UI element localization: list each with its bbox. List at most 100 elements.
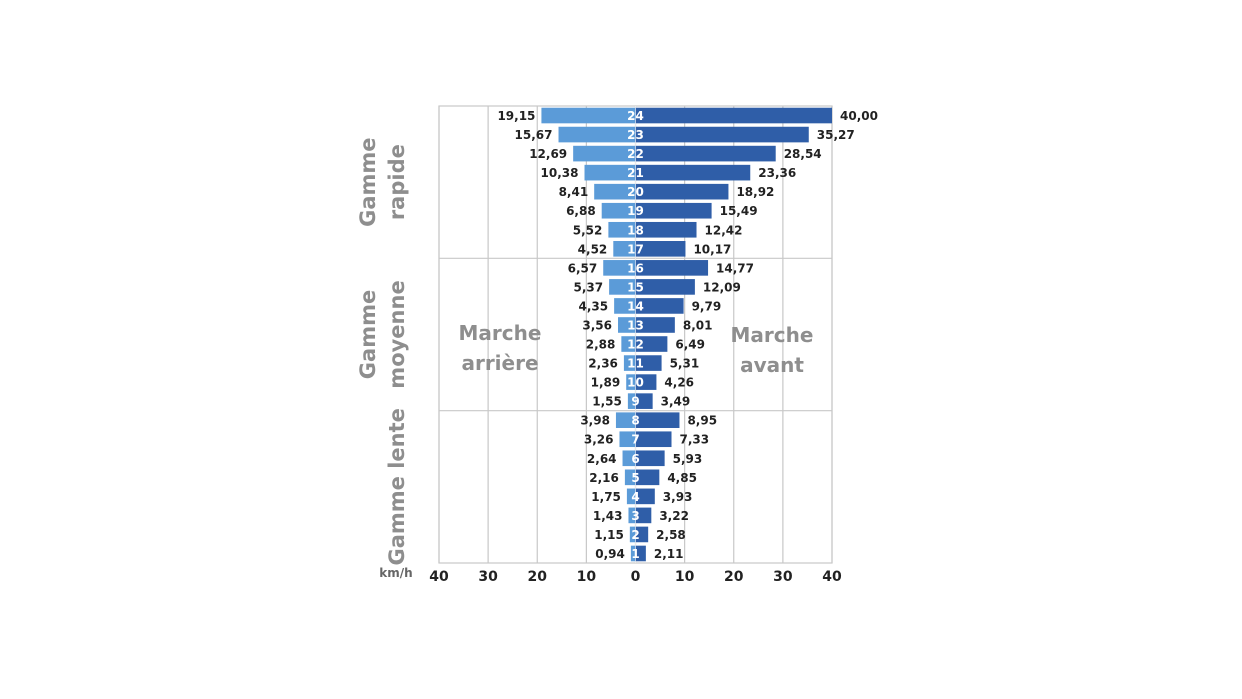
bar-forward	[635, 355, 662, 371]
bar-reverse	[594, 183, 636, 200]
value-label-reverse: 15,67	[515, 128, 553, 142]
value-label-forward: 23,36	[758, 166, 796, 180]
value-label-forward: 6,49	[675, 338, 705, 352]
bar-forward	[635, 202, 712, 219]
bar-reverse	[608, 221, 636, 238]
group-label-line1: Gamme	[356, 137, 380, 226]
value-label-reverse: 4,35	[579, 299, 609, 313]
bar-reverse	[603, 260, 636, 276]
direction-label-forward-1: Marche	[731, 323, 814, 347]
bar-reverse	[626, 488, 636, 505]
bar-reverse	[618, 317, 636, 333]
bar-forward	[635, 488, 655, 505]
value-label-reverse: 6,57	[568, 261, 598, 275]
group-label-line2: rapide	[385, 144, 409, 220]
value-label-reverse: 2,64	[587, 452, 617, 466]
value-label-reverse: 5,52	[573, 223, 603, 237]
value-label-forward: 8,95	[687, 414, 717, 428]
bar-reverse	[614, 298, 636, 314]
bar-reverse	[584, 164, 636, 181]
value-label-forward: 5,31	[670, 357, 700, 371]
x-tick-label: 0	[631, 569, 641, 585]
bar-forward	[635, 260, 709, 276]
x-tick-label: 40	[822, 569, 842, 585]
value-label-reverse: 3,56	[582, 318, 612, 332]
value-label-forward: 3,49	[661, 395, 691, 409]
unit-label: km/h	[379, 566, 412, 580]
bar-forward	[635, 279, 695, 295]
direction-label-forward-2: avant	[740, 353, 804, 377]
bar-reverse	[541, 107, 636, 124]
value-label-forward: 35,27	[817, 128, 855, 142]
bar-reverse	[615, 412, 636, 428]
value-label-reverse: 5,37	[574, 280, 604, 294]
bar-forward	[635, 126, 809, 143]
bar-forward	[635, 450, 665, 467]
bar-forward	[635, 221, 697, 238]
value-label-forward: 7,33	[680, 433, 710, 447]
group-label-line2: moyenne	[385, 280, 409, 388]
x-tick-label: 40	[429, 569, 449, 585]
value-label-reverse: 1,15	[594, 528, 624, 542]
bar-forward	[635, 545, 646, 562]
bar-forward	[635, 412, 680, 428]
bar-reverse	[628, 507, 636, 524]
value-label-reverse: 1,89	[591, 376, 621, 390]
value-label-reverse: 12,69	[529, 147, 567, 161]
x-tick-label: 30	[478, 569, 498, 585]
value-label-reverse: 1,43	[593, 509, 623, 523]
bar-reverse	[627, 393, 636, 409]
value-label-forward: 18,92	[736, 185, 774, 199]
bar-reverse	[613, 241, 636, 257]
bar-forward	[635, 145, 776, 162]
value-label-forward: 12,09	[703, 280, 741, 294]
x-tick-label: 30	[773, 569, 793, 585]
value-label-reverse: 10,38	[541, 166, 579, 180]
value-label-forward: 2,11	[654, 547, 684, 561]
value-label-reverse: 3,98	[580, 414, 610, 428]
bar-reverse	[629, 526, 636, 543]
bar-reverse	[622, 450, 636, 467]
value-label-forward: 10,17	[693, 242, 731, 256]
x-tick-label: 10	[577, 569, 597, 585]
value-label-reverse: 1,75	[591, 490, 621, 504]
bar-forward	[635, 374, 657, 390]
direction-label-reverse-1: Marche	[459, 321, 542, 345]
value-label-forward: 12,42	[705, 223, 743, 237]
bar-forward	[635, 507, 652, 524]
group-label-line1: Gamme	[356, 290, 380, 379]
value-label-reverse: 2,36	[588, 357, 618, 371]
value-label-forward: 3,22	[659, 509, 689, 523]
bar-forward	[635, 164, 751, 181]
bar-reverse	[619, 431, 636, 448]
value-label-reverse: 2,88	[586, 338, 616, 352]
value-label-reverse: 8,41	[559, 185, 589, 199]
bar-reverse	[609, 279, 636, 295]
value-label-forward: 3,93	[663, 490, 693, 504]
value-label-forward: 5,93	[673, 452, 703, 466]
bar-forward	[635, 393, 653, 409]
group-label: Gamme lente	[385, 408, 409, 565]
value-label-reverse: 1,55	[592, 395, 622, 409]
bar-forward	[635, 298, 684, 314]
value-label-forward: 14,77	[716, 261, 754, 275]
bar-forward	[635, 336, 668, 352]
value-label-forward: 2,58	[656, 528, 686, 542]
bar-reverse	[601, 202, 636, 219]
bar-forward	[635, 526, 649, 543]
x-tick-label: 20	[528, 569, 548, 585]
bar-forward	[635, 317, 675, 333]
value-label-reverse: 19,15	[497, 109, 535, 123]
bar-forward	[635, 431, 672, 448]
x-tick-label: 10	[675, 569, 695, 585]
value-label-forward: 15,49	[720, 204, 758, 218]
value-label-forward: 28,54	[784, 147, 822, 161]
value-label-forward: 40,00	[840, 109, 878, 123]
value-label-reverse: 4,52	[578, 242, 608, 256]
bar-forward	[635, 241, 686, 257]
bar-reverse	[630, 545, 636, 562]
bar-reverse	[558, 126, 636, 143]
value-label-reverse: 2,16	[589, 471, 619, 485]
